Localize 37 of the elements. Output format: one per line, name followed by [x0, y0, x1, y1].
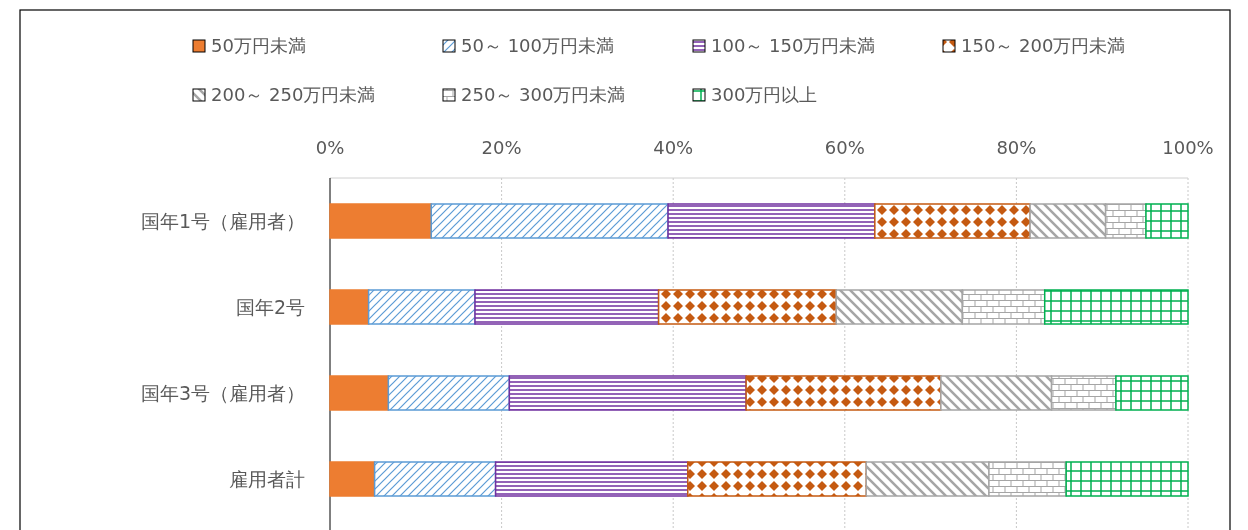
x-tick-label: 0% [315, 137, 345, 158]
bar [874, 203, 1031, 239]
legend-label: 200～ 250万円未満 [211, 84, 376, 105]
bar [687, 461, 867, 497]
x-tick-label: 40% [653, 137, 694, 158]
bar [494, 461, 689, 497]
bar [329, 289, 370, 325]
bar [329, 203, 432, 239]
bar [657, 289, 837, 325]
legend-label: 50～ 100万円未満 [461, 35, 614, 56]
legend-label: 50万円未満 [211, 35, 306, 56]
legend-label: 100～ 150万円未満 [711, 35, 876, 56]
bar [387, 375, 511, 411]
bar [1145, 203, 1189, 239]
bar [1043, 289, 1189, 325]
y-tick-label: 国年1号（雇用者） [140, 210, 305, 232]
y-tick-label: 雇用者計 [229, 468, 305, 490]
bar [329, 461, 376, 497]
y-tick-label: 国年3号（雇用者） [140, 382, 305, 404]
bar [474, 289, 660, 325]
legend-label: 300万円以上 [711, 84, 818, 105]
bar [329, 375, 390, 411]
bar [1115, 375, 1189, 411]
x-tick-label: 80% [996, 137, 1037, 158]
x-tick-label: 20% [481, 137, 522, 158]
bar [508, 375, 747, 411]
bar [745, 375, 942, 411]
bar [373, 461, 497, 497]
x-tick-label: 100% [1162, 137, 1214, 158]
bar [1065, 461, 1189, 497]
bar [430, 203, 669, 239]
bar [667, 203, 876, 239]
legend-label: 150～ 200万円未満 [961, 35, 1126, 56]
y-tick-label: 国年2号 [235, 296, 305, 318]
x-tick-label: 60% [824, 137, 865, 158]
legend-label: 250～ 300万円未満 [461, 84, 626, 105]
bar [367, 289, 476, 325]
